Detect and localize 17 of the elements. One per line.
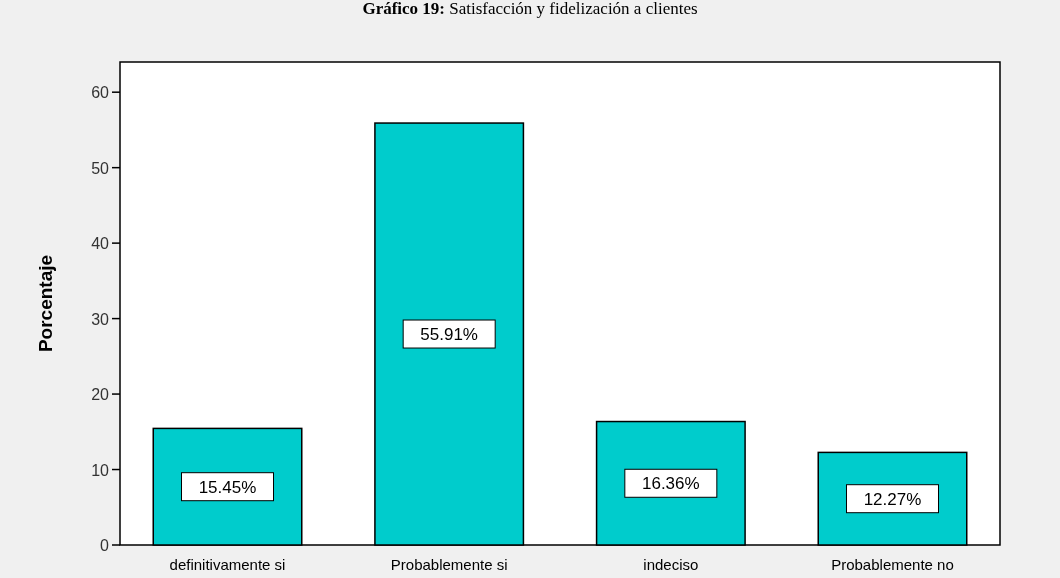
- y-tick-label: 40: [91, 235, 110, 253]
- x-tick-label: Probablemente no: [831, 556, 954, 573]
- x-tick-label: indeciso: [643, 556, 699, 573]
- x-tick-label: Probablemente si: [390, 556, 508, 573]
- chart-title: Gráfico 19: Satisfacción y fidelización a clientes: [362, 0, 698, 18]
- y-tick-label: 50: [91, 159, 110, 177]
- x-tick-label: definitivamente si: [169, 556, 286, 573]
- y-tick-label: 20: [91, 386, 110, 404]
- y-axis-title: Porcentaje: [35, 254, 56, 353]
- y-tick-label: 0: [100, 537, 110, 554]
- y-tick-label: 30: [91, 310, 110, 328]
- data-label: 16.36%: [642, 474, 700, 494]
- y-tick-label: 10: [91, 461, 110, 479]
- y-tick-label: 60: [91, 84, 110, 102]
- data-label: 12.27%: [863, 489, 922, 509]
- data-label: 55.91%: [420, 325, 478, 345]
- data-label: 15.45%: [198, 477, 257, 497]
